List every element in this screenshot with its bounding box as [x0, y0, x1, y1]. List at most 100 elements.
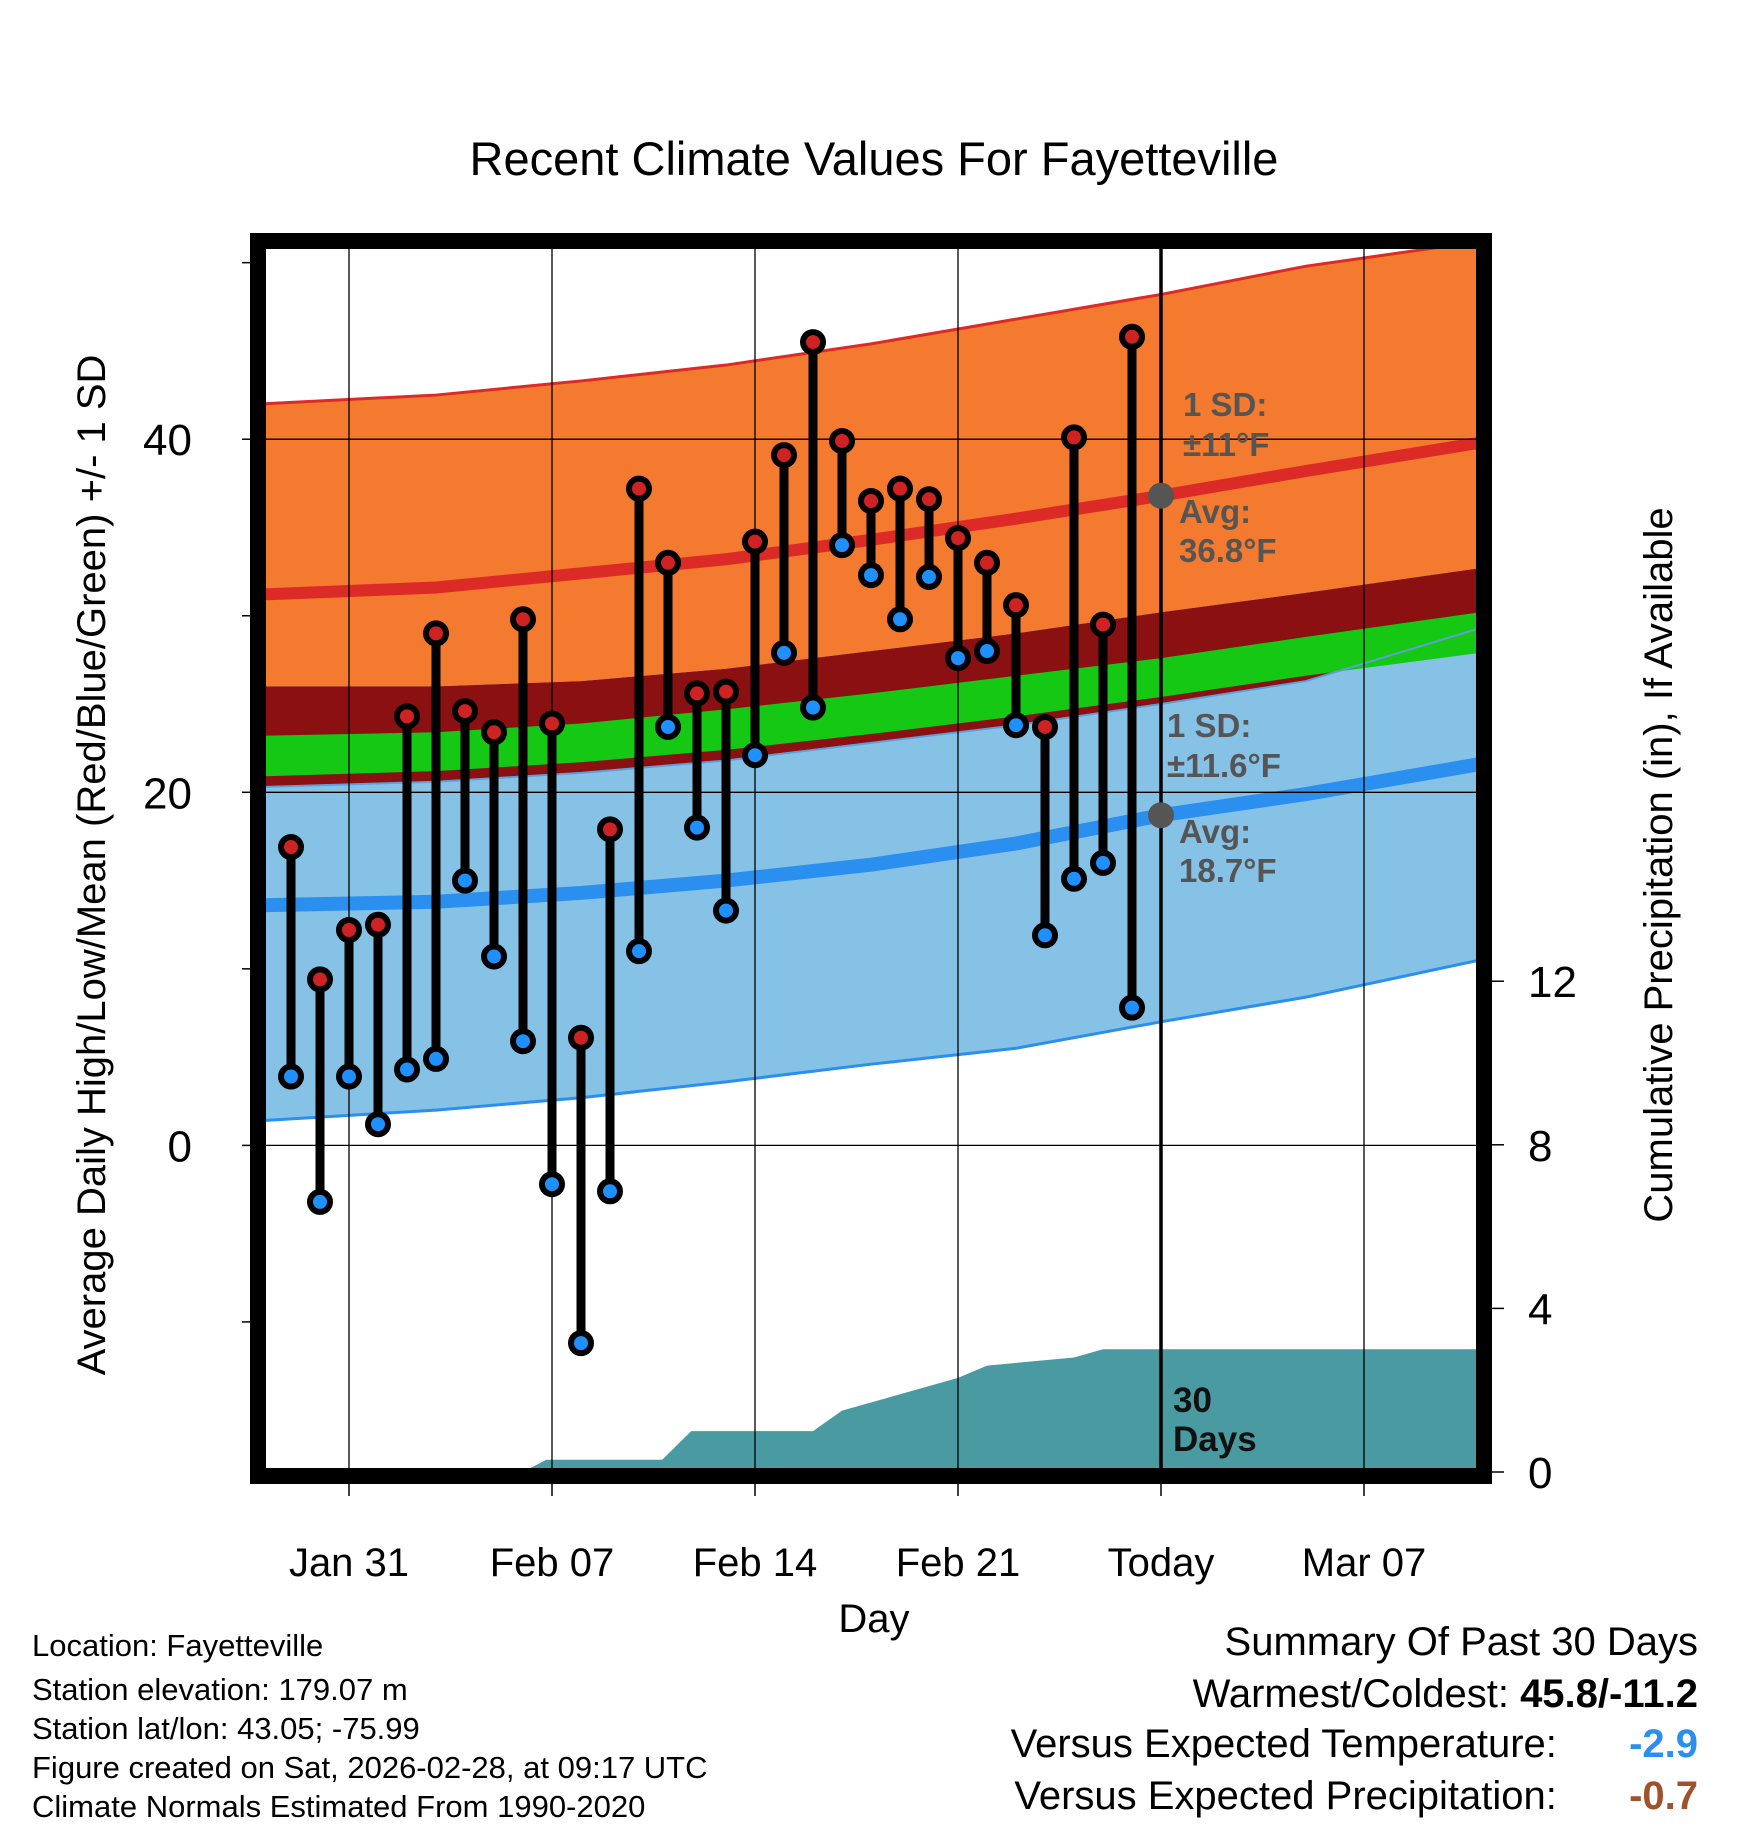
- daily-high-point: [365, 911, 391, 938]
- low-sd-label: 1 SD:: [1167, 707, 1251, 744]
- daily-low-point: [1003, 712, 1029, 739]
- daily-low-point: [510, 1028, 536, 1055]
- daily-low-point: [1119, 994, 1145, 1021]
- precipitation-area: [262, 1349, 1480, 1472]
- summary-temp-row: Versus Expected Temperature: -2.9: [1011, 1722, 1698, 1767]
- elevation-text: Station elevation: 179.07 m: [32, 1672, 408, 1707]
- location-text: Location: Fayetteville: [32, 1628, 324, 1663]
- daily-high-point: [452, 698, 478, 725]
- daily-low-point: [887, 606, 913, 633]
- daily-low-point: [800, 694, 826, 721]
- daily-low-point: [742, 742, 768, 769]
- daily-high-point: [1003, 592, 1029, 619]
- summary-warmest-row: Warmest/Coldest: 45.8/-11.2: [1193, 1672, 1698, 1717]
- daily-low-point: [307, 1188, 333, 1215]
- daily-low-point: [974, 638, 1000, 665]
- daily-high-point: [423, 620, 449, 647]
- low-sd-value: ±11.6°F: [1167, 747, 1281, 784]
- daily-high-point: [481, 719, 507, 746]
- high-avg-value: 36.8°F: [1179, 532, 1277, 569]
- daily-low-point: [278, 1063, 304, 1090]
- x-tick-label: Today: [1108, 1541, 1215, 1585]
- daily-low-point: [626, 938, 652, 965]
- low-upper-line: [262, 627, 1480, 788]
- high-upper-line: [262, 245, 1466, 406]
- daily-low-point: [1032, 922, 1058, 949]
- summary-precip-row: Versus Expected Precipitation: -0.7: [1014, 1774, 1698, 1819]
- y2-tick-label: 8: [1528, 1122, 1552, 1171]
- warmest-label: Warmest/Coldest:: [1192, 1672, 1509, 1716]
- low-avg-value: 18.7°F: [1179, 852, 1277, 889]
- daily-high-point: [626, 475, 652, 502]
- daily-high-point: [597, 816, 623, 843]
- daily-low-point: [829, 532, 855, 559]
- latlon-text: Station lat/lon: 43.05; -75.99: [32, 1711, 420, 1746]
- precip-label: Versus Expected Precipitation:: [1014, 1774, 1557, 1818]
- y2-tick-label: 4: [1528, 1285, 1552, 1334]
- daily-low-point: [916, 563, 942, 590]
- created-text: Figure created on Sat, 2026-02-28, at 09…: [32, 1750, 708, 1785]
- y-tick-label: 0: [168, 1122, 192, 1171]
- high-sd-value: ±11°F: [1183, 426, 1269, 463]
- y2-tick-label: 0: [1528, 1449, 1552, 1498]
- x-tick-label: Feb 21: [896, 1541, 1021, 1585]
- temp-value: -2.9: [1629, 1722, 1698, 1766]
- precip-days-label: Days: [1173, 1420, 1257, 1459]
- daily-high-point: [1119, 323, 1145, 350]
- daily-high-point: [539, 710, 565, 737]
- daily-high-point: [1061, 424, 1087, 451]
- daily-high-point: [858, 487, 884, 514]
- daily-high-point: [945, 525, 971, 552]
- daily-high-point: [1090, 611, 1116, 638]
- daily-low-point: [945, 645, 971, 672]
- daily-low-point: [858, 562, 884, 589]
- low-lower-line: [262, 958, 1480, 1123]
- daily-low-point: [568, 1330, 594, 1357]
- daily-low-point: [336, 1063, 362, 1090]
- daily-low-point: [1061, 865, 1087, 892]
- daily-high-point: [394, 703, 420, 730]
- daily-low-point: [365, 1111, 391, 1138]
- daily-high-point: [887, 475, 913, 502]
- daily-high-point: [307, 966, 333, 993]
- daily-high-point: [510, 606, 536, 633]
- daily-high-point: [829, 427, 855, 454]
- x-axis-label: Day: [838, 1597, 909, 1641]
- low-avg-label: Avg:: [1179, 813, 1251, 850]
- daily-low-point: [713, 897, 739, 924]
- daily-low-point: [452, 867, 478, 894]
- y-axis-label: Average Daily High/Low/Mean (Red/Blue/Gr…: [70, 355, 114, 1376]
- daily-low-point: [597, 1178, 623, 1205]
- y2-axis-label: Cumulative Precipitation (in), If Availa…: [1637, 507, 1681, 1222]
- temp-label: Versus Expected Temperature:: [1010, 1722, 1557, 1766]
- plot-content: [262, 245, 1480, 1472]
- daily-high-point: [1032, 713, 1058, 740]
- daily-low-point: [539, 1171, 565, 1198]
- mean-normal-band: [262, 612, 1480, 777]
- warmest-value: 45.8/-11.2: [1520, 1672, 1698, 1716]
- daily-high-point: [655, 549, 681, 576]
- daily-high-point: [684, 680, 710, 707]
- y-tick-label: 40: [143, 416, 192, 465]
- daily-low-point: [423, 1045, 449, 1072]
- daily-low-point: [1090, 849, 1116, 876]
- high-average-marker: [1148, 482, 1174, 509]
- daily-high-point: [771, 442, 797, 469]
- daily-low-point: [481, 943, 507, 970]
- low-average-marker: [1148, 802, 1174, 829]
- low-average-line: [262, 757, 1480, 913]
- daily-high-point: [568, 1024, 594, 1051]
- daily-high-point: [713, 678, 739, 705]
- daily-high-point: [916, 486, 942, 513]
- daily-low-point: [771, 639, 797, 666]
- daily-high-point: [742, 528, 768, 555]
- x-tick-label: Feb 07: [490, 1541, 615, 1585]
- y-tick-label: 20: [143, 769, 192, 818]
- normals-text: Climate Normals Estimated From 1990-2020: [32, 1789, 646, 1824]
- plot-frame: [250, 233, 1492, 1484]
- daily-high-point: [800, 329, 826, 356]
- summary-title: Summary Of Past 30 Days: [1224, 1620, 1698, 1664]
- daily-high-point: [278, 834, 304, 861]
